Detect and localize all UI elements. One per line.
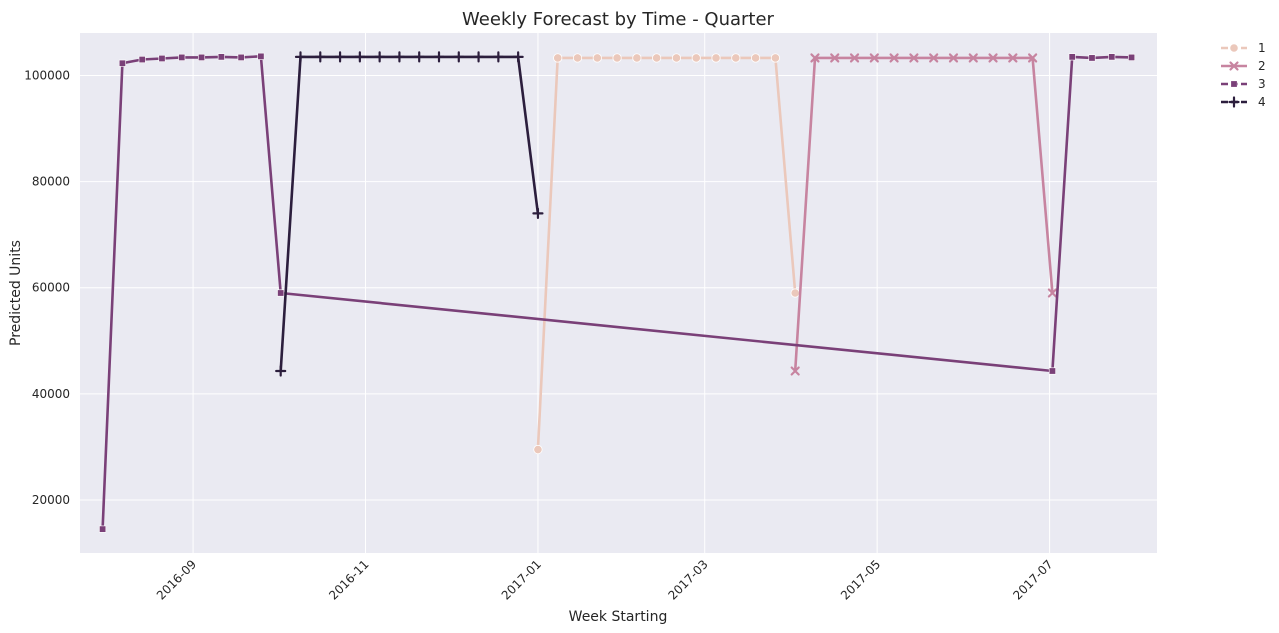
data-point <box>1047 288 1058 298</box>
data-point <box>671 53 682 63</box>
data-point <box>138 56 146 64</box>
data-point <box>413 51 425 63</box>
legend-item: 1 <box>1221 41 1266 55</box>
y-tick-label: 20000 <box>32 493 70 507</box>
x-tick-label: 2017-01 <box>499 557 544 602</box>
x-tick-label: 2017-05 <box>838 557 883 602</box>
data-point <box>334 51 346 63</box>
data-point <box>257 52 265 60</box>
data-point <box>277 289 285 297</box>
plot-area <box>80 33 1157 553</box>
y-axis-ticks: 20000 40000 60000 80000 100000 <box>24 68 70 506</box>
legend-label: 4 <box>1258 95 1266 109</box>
data-point <box>592 53 602 63</box>
data-point <box>512 51 524 63</box>
data-point <box>750 53 761 63</box>
series-1 <box>533 53 800 455</box>
series-layer <box>99 51 1136 533</box>
data-point <box>433 51 445 63</box>
x-axis-label: Week Starting <box>569 609 668 625</box>
data-point <box>810 53 820 63</box>
data-point <box>652 53 662 63</box>
data-point <box>354 51 366 63</box>
data-point <box>453 51 465 63</box>
data-point <box>1048 367 1056 375</box>
legend-item: 3 <box>1221 77 1266 91</box>
data-point <box>790 288 800 298</box>
data-point <box>553 53 563 63</box>
data-point <box>1229 43 1239 53</box>
data-point <box>374 51 386 63</box>
x-axis-ticks: 2016-09 2016-11 2017-01 2017-03 2017-05 2017-… <box>154 557 1056 602</box>
data-point <box>929 53 939 63</box>
y-tick-label: 80000 <box>32 175 70 189</box>
series-4 <box>275 51 544 377</box>
data-point <box>294 51 307 63</box>
legend-label: 1 <box>1258 41 1266 55</box>
data-point <box>691 53 701 63</box>
data-point <box>612 53 622 63</box>
data-point <box>472 51 485 63</box>
data-point <box>889 53 899 63</box>
data-point <box>1229 61 1239 71</box>
data-point <box>99 525 107 533</box>
y-axis-label: Predicted Units <box>8 240 24 346</box>
data-point <box>1128 53 1136 61</box>
x-tick-label: 2017-03 <box>665 557 710 602</box>
data-point <box>533 444 543 455</box>
y-tick-label: 60000 <box>32 281 70 295</box>
legend: 1 2 3 4 <box>1221 41 1266 109</box>
chart-title: Weekly Forecast by Time - Quarter <box>462 9 775 30</box>
legend-label: 2 <box>1258 59 1266 73</box>
data-point <box>314 51 326 63</box>
data-point <box>118 59 126 67</box>
data-point <box>492 51 504 63</box>
data-point <box>731 53 741 63</box>
grid <box>80 33 1157 553</box>
data-point <box>770 53 780 63</box>
data-point <box>1230 80 1238 88</box>
data-point <box>178 53 186 61</box>
data-point <box>632 53 642 63</box>
data-point <box>1028 53 1038 63</box>
x-tick-label: 2016-11 <box>326 557 371 602</box>
data-point <box>158 54 166 62</box>
legend-item: 4 <box>1221 95 1266 109</box>
data-point <box>790 366 800 376</box>
legend-item: 2 <box>1221 59 1266 73</box>
series-line <box>793 56 1054 372</box>
data-point <box>988 53 998 63</box>
legend-label: 3 <box>1258 77 1266 91</box>
series-3 <box>99 52 1136 533</box>
data-point <box>275 365 287 377</box>
x-tick-label: 2017-07 <box>1010 557 1055 602</box>
series-2 <box>790 53 1058 376</box>
data-point <box>1068 53 1076 61</box>
data-point <box>572 53 583 63</box>
y-tick-label: 100000 <box>24 68 70 82</box>
data-point <box>869 53 879 63</box>
data-point <box>711 53 721 63</box>
data-point <box>1008 53 1018 63</box>
data-point <box>393 51 406 63</box>
data-point <box>1228 96 1240 108</box>
x-tick-label: 2016-09 <box>154 557 199 602</box>
data-point <box>968 53 978 63</box>
y-tick-label: 40000 <box>32 387 70 401</box>
data-point <box>948 53 959 63</box>
data-point <box>849 53 860 63</box>
data-point <box>909 53 919 63</box>
data-point <box>830 53 840 63</box>
data-point <box>1108 53 1116 61</box>
data-point <box>198 53 206 61</box>
data-point <box>217 53 225 61</box>
data-point <box>1088 54 1096 62</box>
data-point <box>532 207 544 220</box>
data-point <box>237 53 245 61</box>
